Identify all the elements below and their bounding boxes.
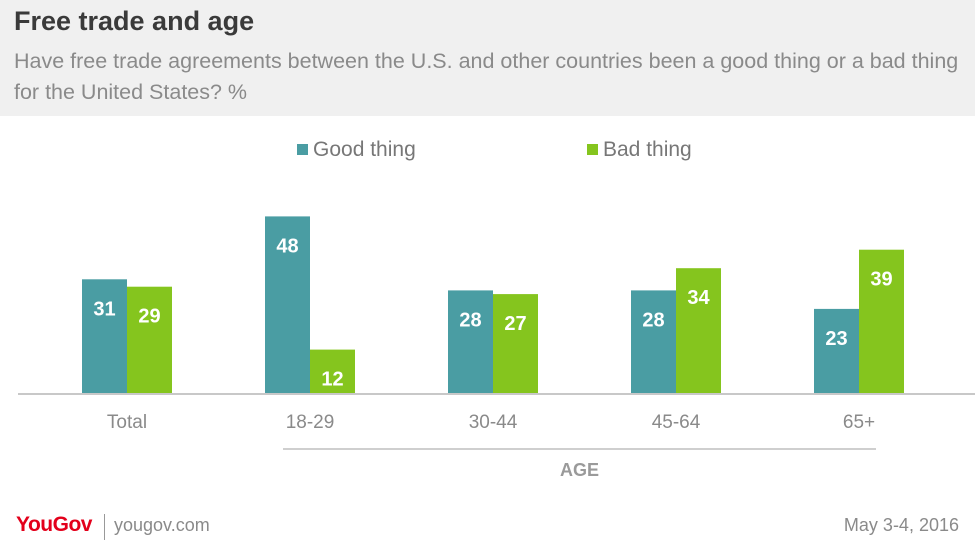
data-label: 31	[93, 298, 115, 320]
footer-divider	[104, 514, 105, 540]
bar	[493, 294, 538, 394]
bar	[310, 349, 355, 394]
data-label: 29	[138, 306, 160, 328]
bar	[448, 290, 493, 394]
x-tick-label: 18-29	[286, 412, 335, 433]
bar	[82, 279, 127, 394]
bar	[631, 290, 676, 394]
legend-label: Good thing	[313, 138, 416, 161]
bar	[676, 268, 721, 394]
data-label: 28	[642, 309, 664, 331]
data-label: 23	[825, 328, 847, 350]
chart-title: Free trade and age	[14, 6, 255, 36]
data-label: 12	[321, 369, 343, 391]
bar	[127, 286, 172, 394]
x-tick-label: 45-64	[652, 412, 701, 433]
data-label: 34	[687, 287, 710, 309]
bar	[814, 308, 859, 394]
data-label: 27	[504, 313, 526, 335]
x-tick-label: 30-44	[469, 412, 518, 433]
data-label: 28	[459, 309, 481, 331]
chart-subtitle: Have free trade agreements between the U…	[14, 49, 959, 104]
legend-swatch	[587, 144, 598, 155]
bar	[265, 216, 310, 394]
legend-swatch	[297, 144, 308, 155]
footer-site: yougov.com	[114, 515, 210, 535]
legend-label: Bad thing	[603, 138, 692, 161]
bar	[859, 249, 904, 394]
header: Free trade and age Have free trade agree…	[0, 0, 975, 116]
footer-date: May 3-4, 2016	[843, 515, 959, 535]
x-tick-label: Total	[107, 412, 147, 433]
data-label: 48	[276, 235, 298, 257]
age-group-label: AGE	[560, 460, 599, 480]
x-tick-label: 65+	[843, 412, 875, 433]
bar-chart: Good thing Bad thing 31 29 Total 48 12 18-29 28 2…	[18, 138, 975, 480]
data-label: 39	[870, 269, 892, 291]
yougov-logo: YouGov	[16, 513, 92, 536]
